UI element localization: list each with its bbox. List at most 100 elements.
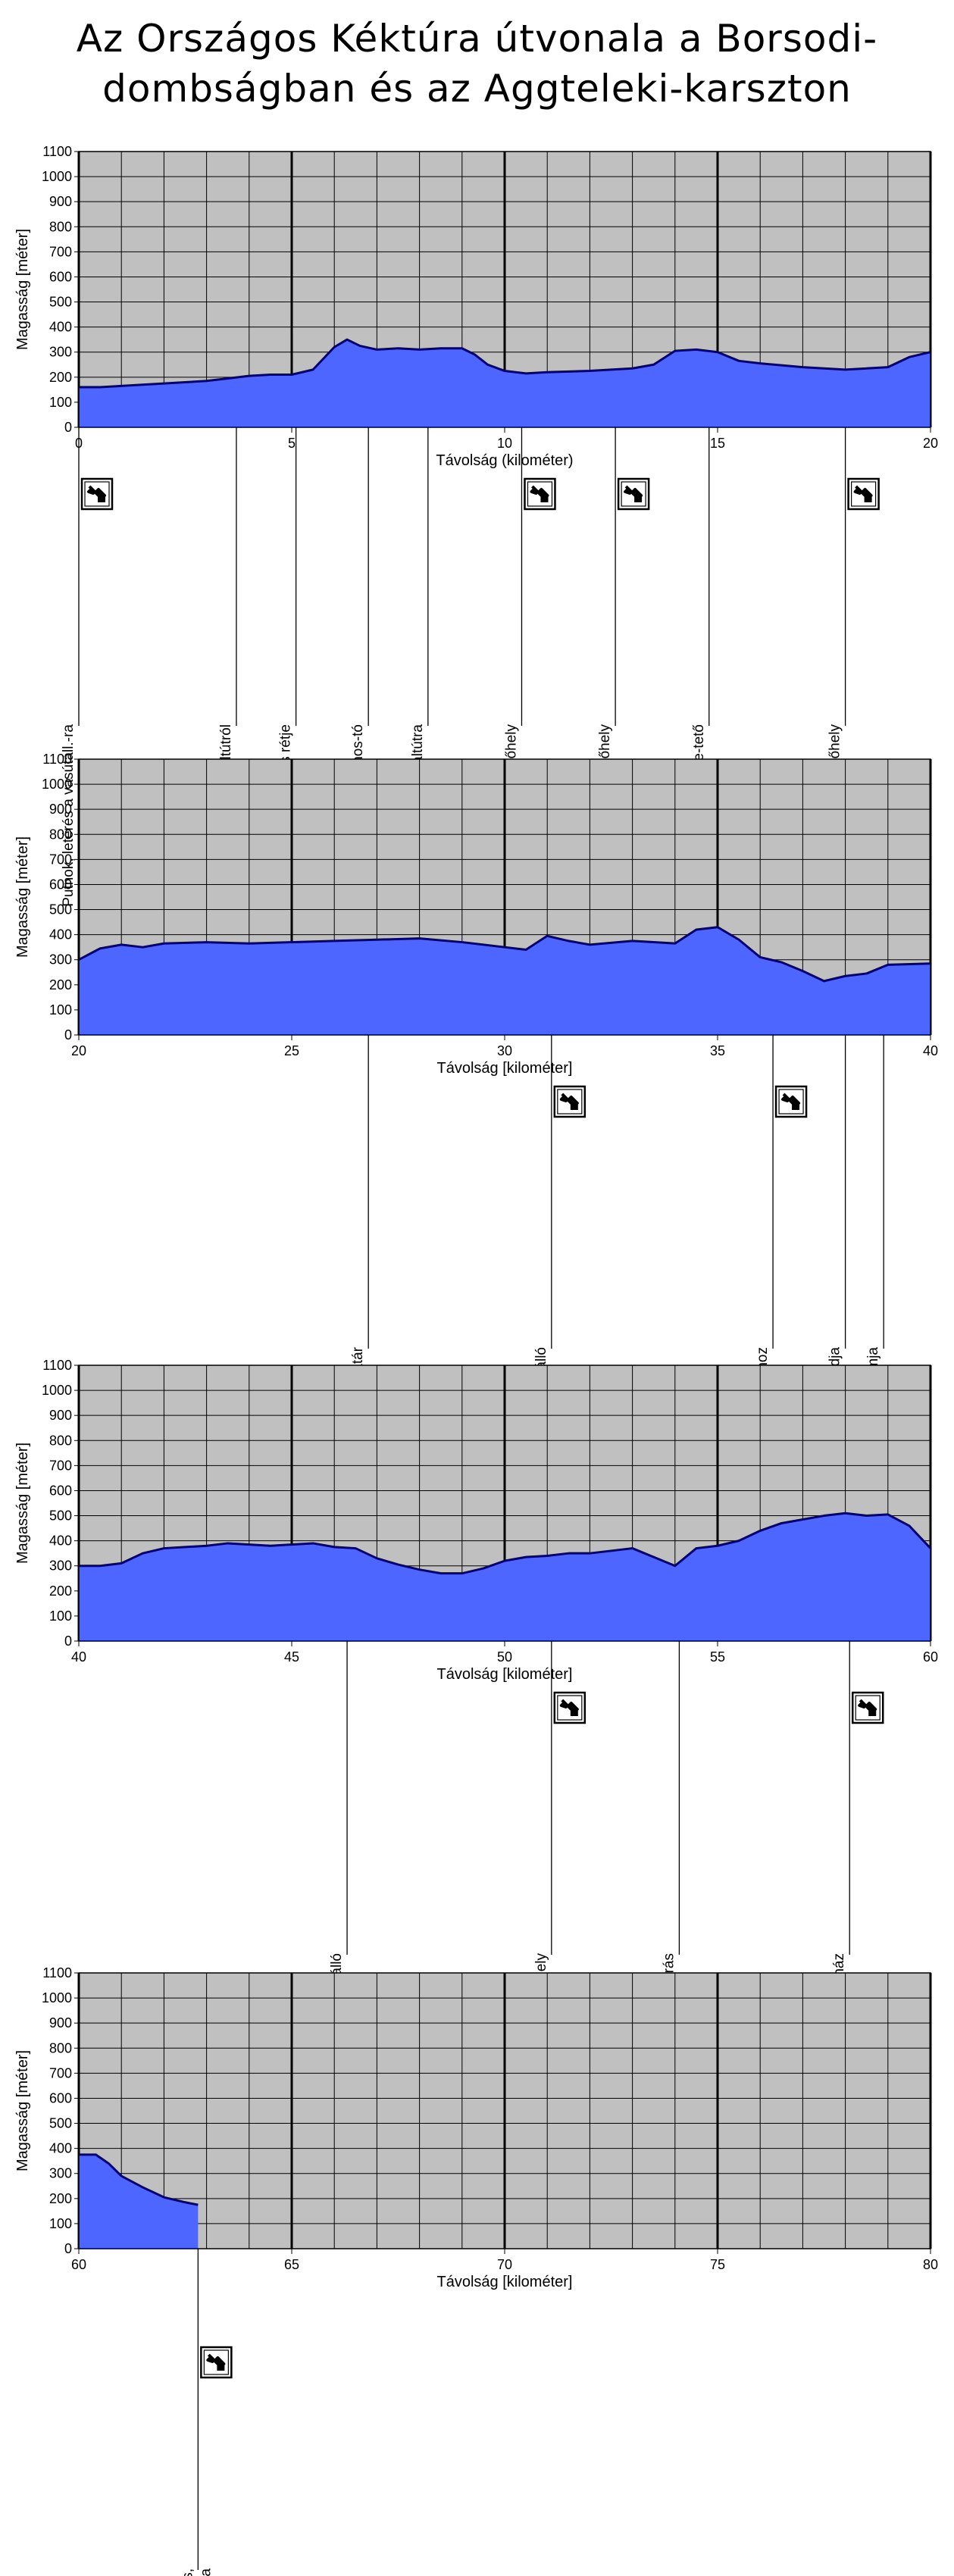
stamp-icon [553,1085,586,1118]
y-tick-label: 500 [49,1508,72,1524]
elevation-chart-40-60km: 0 100 200 300 400 500 600 700 800 900 1000 1100 40 45… [14,1358,938,2123]
x-tick-label: 55 [710,1649,725,1665]
stamp-base [868,1711,877,1716]
stamp-base [217,2365,225,2371]
y-tick-label: 100 [49,395,72,410]
stamp-base [570,1711,578,1716]
y-tick-label: 900 [49,802,72,817]
stamp-base [792,1105,800,1110]
y-tick-label: 1100 [42,144,72,159]
stamp-base [634,497,643,502]
y-tick-label: 700 [49,852,72,867]
y-axis-title: Magasság [méter] [14,2050,31,2171]
x-axis-title: Távolság (kilométer) [436,452,573,469]
elevation-chart-0-20km: 0100200300400500600700800900100011000510… [14,144,938,907]
y-tick-label: 1000 [42,1383,72,1398]
x-axis-title: Távolság [kilométer] [437,2274,573,2290]
y-tick-label: 100 [49,1608,72,1624]
y-tick-label: 500 [49,2116,72,2131]
y-tick-label: 1100 [42,752,72,767]
stamp-inner-frame [850,481,877,507]
y-tick-label: 900 [49,1408,72,1423]
stamp-icon [617,477,650,511]
y-tick-label: 800 [49,2040,72,2055]
y-tick-label: 1000 [42,777,72,792]
y-tick-label: 300 [49,2166,72,2181]
y-tick-label: 200 [49,977,72,993]
x-tick-label: 20 [923,436,938,451]
y-tick-label: 500 [49,902,72,918]
stamp-inner-frame [557,1695,583,1721]
x-tick-label: 10 [497,436,512,451]
y-tick-label: 300 [49,952,72,968]
y-tick-label: 400 [49,1533,72,1549]
stamp-inner-frame [778,1089,804,1114]
stamp-base [864,497,872,502]
stamp-icon [80,477,114,511]
page-title-line-1: Az Országos Kéktúra útvonala a Borsodi- [76,17,878,61]
x-tick-label: 40 [923,1043,938,1058]
stamp-base [570,1105,578,1110]
y-tick-label: 200 [49,1583,72,1599]
annotation-label-line-2: letérés a vá.-ra [198,2568,214,2576]
y-tick-label: 1000 [42,1990,72,2005]
stamp-frame [617,477,650,511]
stamp-inner-frame [203,2349,229,2375]
y-tick-label: 700 [49,244,72,259]
y-tick-label: 0 [64,2241,72,2256]
stamp-icon [524,477,556,511]
annotation-label: Putnok, letérés a vasútáll.-ra [61,724,77,907]
stamp-icon [774,1085,808,1118]
stamp-icon [847,477,880,511]
elevation-chart-20-40km: 0 100 200 300 400 500 600 700 800 900 1000 1100 20 25… [14,752,938,1553]
elevation-line [78,926,931,983]
x-tick-label: 60 [923,1649,938,1665]
y-tick-label: 900 [49,194,72,209]
elevation-line [79,2153,199,2206]
y-tick-label: 1100 [42,1358,72,1373]
y-axis-title: Magasság [méter] [14,229,31,350]
elevation-area [79,339,931,427]
stamp-inner-frame [621,481,646,507]
y-tick-label: 900 [49,2015,72,2030]
stamp-icon [200,2346,233,2379]
y-tick-label: 100 [49,2216,72,2231]
annotation-label: Bódvaszilas, [180,2568,195,2576]
y-tick-label: 600 [49,877,72,892]
elevation-line [79,1512,932,1575]
x-tick-label: 45 [284,1649,299,1665]
stamp-inner-frame [527,481,553,507]
x-tick-label: 60 [71,2257,86,2272]
x-tick-label: 15 [710,436,725,451]
y-axis-title: Magasság [méter] [14,836,31,958]
stamp-inner-frame [855,1695,880,1721]
y-tick-label: 700 [49,1458,72,1473]
x-tick-label: 25 [284,1043,299,1058]
y-tick-label: 400 [49,2141,72,2156]
x-axis-title: Távolság [kilométer] [437,1666,573,1683]
y-tick-label: 300 [49,345,72,360]
page-title-line-2: dombságban és az Aggteleki-karszton [102,67,852,111]
y-tick-label: 200 [49,370,72,385]
stamp-base [98,497,105,502]
page-title: Az Országos Kéktúra útvonala a Borsodi- … [0,14,954,114]
x-tick-label: 20 [71,1043,86,1058]
stamp-icon [553,1691,586,1724]
y-tick-label: 400 [49,927,72,943]
elevation-area [79,2154,199,2249]
y-tick-label: 700 [49,2065,72,2080]
y-tick-label: 200 [49,2191,72,2206]
elevation-area [79,927,931,1035]
y-tick-label: 800 [49,219,72,234]
x-axis-title: Távolság [kilométer] [437,1060,573,1077]
stamp-icon [851,1691,884,1724]
elevation-chart-60-80km: 0 100 200 300 400 500 600 700 800 900 1000 1100 60 65… [14,1965,938,2576]
y-tick-label: 600 [49,269,72,284]
x-tick-label: 70 [497,2257,512,2272]
stamp-inner-frame [557,1089,583,1114]
x-tick-label: 5 [288,436,296,451]
y-tick-label: 500 [49,295,72,310]
x-tick-label: 50 [497,1649,512,1665]
y-tick-label: 600 [49,1483,72,1498]
y-tick-label: 300 [49,1558,72,1574]
